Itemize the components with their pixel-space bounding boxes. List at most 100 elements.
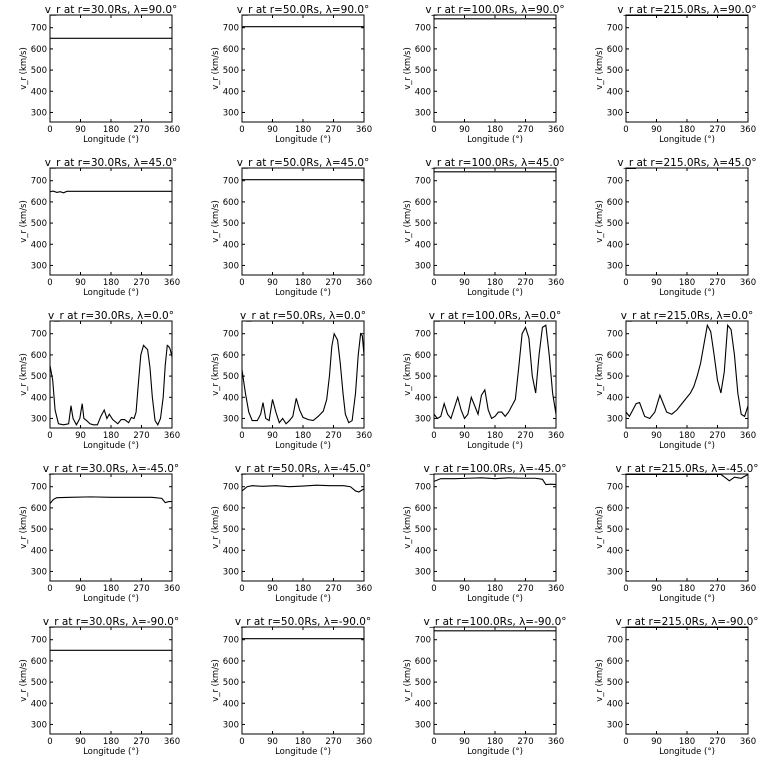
y-tick-label: 600 [415,657,431,667]
y-tick-label: 600 [415,45,431,55]
y-axis-label: v_r (km/s) [211,659,221,702]
subplot-13: v_r at r=50.0Rs, λ=-45.0° 0 90 180 270 360 300… [211,463,372,604]
y-tick-label: 700 [223,483,239,493]
y-tick-label: 300 [415,261,431,271]
y-tick-label: 600 [31,198,47,208]
y-tick-label: 500 [223,678,239,688]
x-tick-label: 90 [75,431,86,441]
subplot-title: v_r at r=100.0Rs, λ=0.0° [429,310,562,322]
y-tick-label: 300 [223,261,239,271]
x-tick-label: 360 [548,278,564,288]
y-tick-label: 600 [31,504,47,514]
y-tick-label: 700 [415,177,431,187]
y-tick-label: 500 [607,525,623,535]
subplot-title: v_r at r=100.0Rs, λ=45.0° [425,157,564,169]
x-axis-label: Longitude (°) [83,441,139,451]
plot-frame [433,626,557,735]
y-tick-label: 600 [607,504,623,514]
x-tick-label: 0 [47,431,52,441]
x-tick-label: 90 [75,584,86,594]
subplot-2: v_r at r=100.0Rs, λ=90.0° 0 90 180 270 360 300… [403,4,565,145]
x-axis-label: Longitude (°) [467,288,523,298]
x-tick-label: 270 [517,431,533,441]
x-tick-label: 270 [709,125,725,135]
y-tick-label: 500 [607,66,623,76]
y-tick-label: 300 [31,567,47,577]
y-axis-label: v_r (km/s) [403,353,413,396]
x-tick-label: 180 [295,584,311,594]
y-tick-label: 500 [415,525,431,535]
x-tick-label: 90 [267,278,278,288]
x-axis-label: Longitude (°) [275,441,331,451]
y-axis-label: v_r (km/s) [211,200,221,243]
x-axis-label: Longitude (°) [659,441,715,451]
y-tick-label: 400 [223,699,239,709]
y-tick-label: 700 [415,636,431,646]
y-axis-label: v_r (km/s) [403,200,413,243]
x-tick-label: 180 [679,431,695,441]
y-tick-label: 300 [223,720,239,730]
x-tick-label: 360 [740,431,756,441]
x-tick-label: 180 [295,737,311,747]
x-tick-label: 90 [75,278,86,288]
y-tick-label: 700 [223,177,239,187]
x-tick-label: 180 [487,584,503,594]
y-tick-label: 700 [607,330,623,340]
x-tick-label: 0 [239,737,244,747]
x-tick-label: 180 [295,431,311,441]
y-tick-label: 500 [31,678,47,688]
y-tick-label: 400 [415,546,431,556]
x-axis-label: Longitude (°) [467,441,523,451]
x-tick-label: 270 [133,125,149,135]
x-tick-label: 270 [325,584,341,594]
y-tick-label: 600 [31,351,47,361]
x-axis-label: Longitude (°) [275,747,331,757]
y-tick-label: 400 [415,240,431,250]
y-tick-label: 300 [415,414,431,424]
y-axis-label: v_r (km/s) [403,659,413,702]
y-tick-label: 400 [31,546,47,556]
x-tick-label: 180 [679,584,695,594]
y-axis-label: v_r (km/s) [403,47,413,90]
series-line [626,474,748,482]
y-tick-label: 500 [415,66,431,76]
x-tick-label: 90 [651,737,662,747]
subplot-3: v_r at r=215.0Rs, λ=90.0° 0 90 180 270 360 300… [595,4,757,145]
x-tick-label: 90 [651,125,662,135]
y-tick-label: 600 [31,45,47,55]
subplot-title: v_r at r=50.0Rs, λ=90.0° [237,4,370,16]
y-tick-label: 600 [223,198,239,208]
y-tick-label: 700 [607,483,623,493]
subplot-7: v_r at r=215.0Rs, λ=45.0° 0 90 180 270 360 300… [595,157,757,298]
subplot-10: v_r at r=100.0Rs, λ=0.0° 0 90 180 270 360 300 4… [403,310,564,451]
x-axis-label: Longitude (°) [83,288,139,298]
y-tick-label: 700 [31,24,47,34]
y-axis-label: v_r (km/s) [595,659,605,702]
y-tick-label: 300 [223,567,239,577]
x-tick-label: 270 [325,431,341,441]
y-tick-label: 500 [607,678,623,688]
x-tick-label: 180 [679,737,695,747]
x-tick-label: 90 [267,737,278,747]
x-tick-label: 360 [164,431,180,441]
y-tick-label: 400 [223,546,239,556]
plot-frame [625,320,749,429]
x-tick-label: 270 [325,737,341,747]
x-axis-label: Longitude (°) [467,747,523,757]
subplot-title: v_r at r=215.0Rs, λ=0.0° [621,310,754,322]
x-tick-label: 360 [164,278,180,288]
plot-frame [433,473,557,582]
y-tick-label: 500 [31,372,47,382]
y-tick-label: 300 [607,414,623,424]
subplot-title: v_r at r=50.0Rs, λ=0.0° [240,310,366,322]
x-tick-label: 360 [356,125,372,135]
y-tick-label: 500 [31,525,47,535]
y-tick-label: 500 [223,525,239,535]
x-tick-label: 180 [103,737,119,747]
plot-frame [49,626,173,735]
x-axis-label: Longitude (°) [275,135,331,145]
y-axis-label: v_r (km/s) [211,47,221,90]
subplot-title: v_r at r=30.0Rs, λ=-45.0° [43,463,179,475]
plot-frame [241,14,365,123]
